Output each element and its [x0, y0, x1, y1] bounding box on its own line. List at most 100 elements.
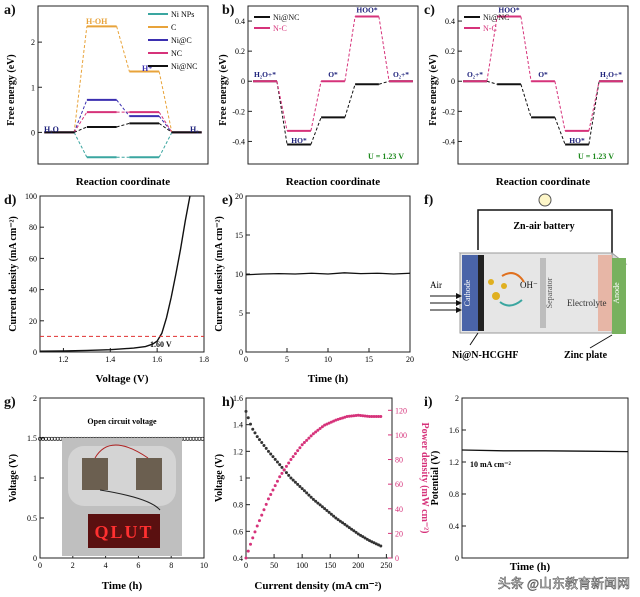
voltage-point: [291, 478, 295, 482]
ytick-label: 0.2: [235, 47, 245, 56]
xtick-label: 0: [244, 561, 248, 570]
ytick-label: 0.6: [233, 527, 243, 536]
anode-plate: [612, 258, 626, 334]
panel-i-xlabel: Time (h): [510, 561, 551, 573]
cathode-plate: [462, 255, 478, 331]
voltage-point: [246, 416, 250, 420]
voltage-point: [336, 518, 340, 522]
panel-h-label: h): [222, 395, 235, 410]
panel-d: d) Current density (mA cm⁻²) Voltage (V)…: [4, 192, 209, 385]
voltage-point: [363, 536, 367, 540]
ytick-label: 0: [451, 77, 455, 86]
ytick-label: 0.2: [445, 47, 455, 56]
xtick-label: 100: [296, 561, 308, 570]
voltage-point: [332, 514, 336, 518]
power-point: [329, 420, 333, 424]
voltage-point: [374, 542, 378, 546]
state-label: O₂+*: [393, 70, 409, 79]
y2tick-label: 0: [395, 554, 399, 563]
connector-N-C: [344, 16, 356, 82]
led-text: QLUT: [94, 522, 153, 542]
connector-C: [116, 26, 130, 72]
panel-e-label: e): [222, 193, 233, 208]
power-point: [300, 443, 304, 447]
power-point: [244, 556, 248, 560]
xtick-label: 5: [285, 355, 289, 364]
panel-a-legend: Ni NPs C Ni@C NC Ni@NC: [148, 10, 197, 71]
power-point: [350, 414, 354, 418]
power-point: [246, 549, 250, 553]
panel-a-ann-hoh: H-OH: [86, 17, 108, 26]
ytick-label: 1.6: [449, 426, 459, 435]
panel-g: g) Voltage (V) Time (h) 0 2 4 6 8 10 0 0.5 1 1.5 2…: [4, 394, 208, 592]
discharge-curve: [461, 449, 629, 453]
state-label: HOO*: [498, 6, 520, 15]
xtick-label: 10: [200, 561, 208, 570]
ytick-label: 1.5: [27, 434, 37, 443]
panel-b: b) Free energy (eV) Reaction coordinate …: [218, 3, 419, 188]
reaction-arrow: [501, 272, 525, 283]
panel-b-lines: [253, 15, 413, 146]
panel-a-yticks: 0 1 2: [31, 38, 42, 137]
power-point: [296, 449, 300, 453]
connector-N-C: [554, 81, 566, 131]
connector-Ni@NC: [588, 81, 600, 145]
voltage-point: [350, 527, 354, 531]
panel-f-label: f): [424, 193, 434, 208]
voltage-point: [359, 533, 363, 537]
power-point: [269, 492, 273, 496]
stability-curve: [245, 272, 411, 276]
voltage-point: [325, 509, 329, 513]
xtick-label: 4: [104, 561, 108, 570]
panel-d-plot: [39, 195, 204, 352]
ytick-label: 0: [241, 77, 245, 86]
power-point: [280, 471, 284, 475]
panel-c-frame: [457, 5, 629, 165]
xtick-label: 1.4: [105, 355, 115, 364]
xtick-label: 1.2: [58, 355, 68, 364]
power-point: [314, 430, 318, 434]
ytick-label: 2: [455, 394, 459, 403]
connector-Ni@NC: [276, 81, 288, 145]
power-point: [309, 434, 313, 438]
power-point: [332, 419, 336, 423]
lsv-curve: [39, 195, 191, 352]
ytick-label: 0.4: [235, 17, 245, 26]
catalyst-particle: [488, 279, 494, 285]
voltage-point: [266, 449, 270, 453]
panel-e-ylabel: Current density (mA cm⁻²): [214, 216, 225, 332]
state-label: HO*: [291, 136, 307, 145]
y2tick-label: 60: [395, 480, 403, 489]
panel-e: e) Current density (mA cm⁻²) Time (h) 0 5…: [214, 192, 414, 385]
panel-d-xlabel: Voltage (V): [95, 373, 148, 385]
ytick-label: 20: [29, 317, 37, 326]
power-point: [260, 513, 264, 517]
state-label: H₂O+*: [254, 70, 276, 79]
power-point: [264, 502, 268, 506]
lightbulb-icon: [538, 193, 552, 207]
ytick-label: 60: [29, 254, 37, 263]
ytick-label: 2: [31, 38, 35, 47]
legend-label: NC: [171, 49, 182, 58]
panel-c-note: U = 1.23 V: [578, 152, 614, 161]
voltage-point: [275, 460, 279, 464]
voltage-point: [368, 539, 372, 543]
ytick-label: 1: [31, 83, 35, 92]
panel-b-xlabel: Reaction coordinate: [286, 176, 381, 188]
panel-i: i) Potential (V) Time (h) 0 0.4 0.8 1.2 1.6 2…: [424, 394, 629, 573]
ytick-label: 10: [235, 270, 243, 279]
power-point: [325, 422, 329, 426]
ytick-label: 2: [33, 394, 37, 403]
xtick-label: 250: [380, 561, 392, 570]
panel-a-label: a): [4, 3, 16, 18]
panel-b-legend: Ni@NC N-C: [254, 13, 299, 33]
watermark: 头条 @山东教育新闻网: [498, 576, 630, 591]
voltage-point: [356, 532, 360, 536]
panel-b-label: b): [222, 3, 235, 18]
ytick-label: 80: [29, 223, 37, 232]
connector-Ni@NC: [378, 80, 390, 85]
power-point: [361, 414, 365, 418]
ytick-label: -0.2: [232, 107, 245, 116]
panel-h-frame: [245, 397, 393, 559]
connector-Ni@C: [116, 99, 130, 117]
